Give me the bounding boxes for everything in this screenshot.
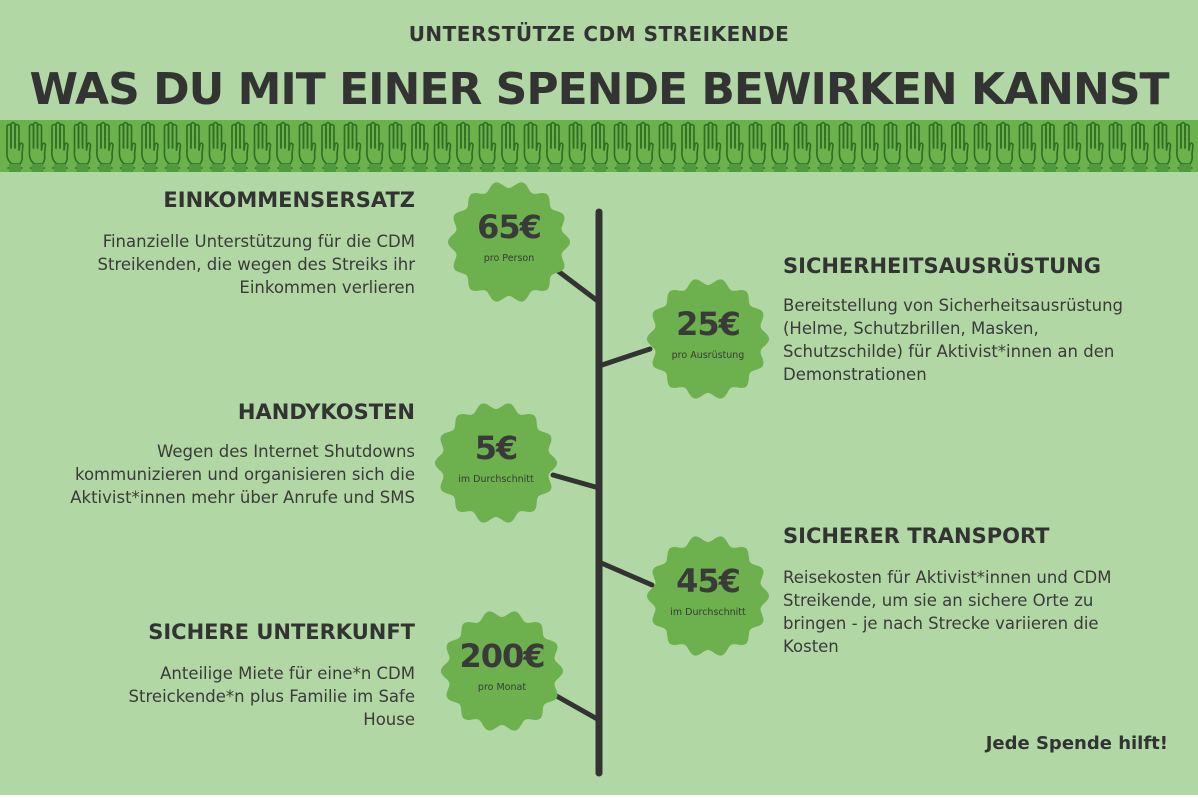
- section-heading-sichere-unterkunft: SICHERE UNTERKUNFT: [148, 620, 415, 644]
- hand-icon: [186, 121, 204, 172]
- hand-icon: [636, 121, 654, 172]
- badge-unit: im Durchschnitt: [458, 474, 534, 485]
- hand-icon: [456, 121, 474, 172]
- price-badge-handykosten: 5€ im Durchschnitt: [434, 401, 558, 525]
- badge-unit: pro Monat: [477, 682, 527, 693]
- hand-icon: [231, 121, 249, 172]
- section-text-sicherheitsausruestung: Bereitstellung von Sicherheitsausrüstung…: [783, 296, 1124, 384]
- hand-icon: [411, 121, 429, 172]
- price-badge-sicherheitsausruestung: 25€ pro Ausrüstung: [646, 277, 770, 401]
- hand-icon: [253, 121, 272, 172]
- section-heading-sicherheitsausruestung: SICHERHEITSAUSRÜSTUNG: [783, 254, 1101, 278]
- hand-icon: [163, 121, 182, 172]
- badge-amount: 65€: [477, 208, 542, 246]
- hand-icon: [1153, 121, 1172, 172]
- hand-icon: [208, 121, 227, 172]
- section-text-handykosten: Wegen des Internet Shutdowns kommunizier…: [70, 442, 415, 507]
- hand-icon: [501, 121, 519, 172]
- badge-shape: [647, 536, 769, 656]
- badge-amount: 25€: [676, 305, 741, 343]
- hand-icon: [883, 121, 902, 172]
- hand-icon: [141, 121, 159, 172]
- section-heading-einkommensersatz: EINKOMMENSERSATZ: [163, 188, 415, 212]
- badge-amount: 5€: [474, 429, 519, 467]
- badge-shape: [647, 279, 769, 399]
- hand-icon: [388, 121, 407, 172]
- price-badge-sichere-unterkunft: 200€ pro Monat: [440, 609, 564, 733]
- badge-amount: 45€: [676, 562, 741, 600]
- section-text-sichere-unterkunft: Anteilige Miete für eine*n CDM Streicken…: [128, 664, 415, 729]
- hand-icon: [816, 121, 834, 172]
- hand-icon: [928, 121, 947, 172]
- hand-icon: [973, 121, 992, 172]
- hand-icon: [726, 121, 744, 172]
- hand-icon: [546, 121, 564, 172]
- hand-icon: [1041, 121, 1059, 172]
- price-badge-einkommensersatz: 65€ pro Person: [447, 180, 571, 304]
- badge-amount: 200€: [459, 637, 545, 675]
- timeline-branch: [596, 559, 655, 588]
- hand-icon: [28, 121, 47, 172]
- hand-icon: [366, 121, 384, 172]
- hand-icon: [73, 121, 92, 172]
- timeline-branch: [596, 346, 653, 369]
- hand-icon: [343, 121, 362, 172]
- hand-icon: [321, 121, 339, 172]
- hand-icon: [96, 121, 114, 172]
- hand-icon: [838, 121, 857, 172]
- hand-icon: [613, 121, 632, 172]
- section-heading-handykosten: HANDYKOSTEN: [237, 400, 415, 424]
- timeline-branch: [550, 691, 602, 723]
- badge-shape: [441, 611, 563, 731]
- badge-unit: pro Ausrüstung: [671, 350, 745, 361]
- hand-icon: [1176, 121, 1194, 172]
- hand-icon: [906, 121, 924, 172]
- hand-icon: [793, 121, 812, 172]
- badge-shape: [448, 182, 570, 302]
- hand-icon: [1018, 121, 1037, 172]
- hand-icon: [658, 121, 677, 172]
- hand-icon: [861, 121, 879, 172]
- hand-icon: [1131, 121, 1149, 172]
- hand-icon: [523, 121, 542, 172]
- hand-icon: [996, 121, 1014, 172]
- three-finger-salute-hands-icon: [0, 120, 1198, 172]
- section-text-sicherer-transport: Reisekosten für Aktivist*innen und CDM S…: [783, 568, 1112, 656]
- hand-icon: [118, 121, 137, 172]
- badge-unit: im Durchschnitt: [670, 607, 746, 618]
- hand-icon: [298, 121, 317, 172]
- footer-note: Jede Spende hilft!: [985, 733, 1168, 754]
- hand-icon: [771, 121, 789, 172]
- hand-icon: [51, 121, 69, 172]
- section-heading-sicherer-transport: SICHERER TRANSPORT: [783, 524, 1050, 548]
- price-badge-sicherer-transport: 45€ im Durchschnitt: [646, 534, 770, 658]
- hand-icon: [591, 121, 609, 172]
- hand-icon: [1108, 121, 1127, 172]
- hand-icon: [1086, 121, 1104, 172]
- hand-icon: [478, 121, 497, 172]
- hand-icon: [703, 121, 722, 172]
- hand-icon: [748, 121, 767, 172]
- hand-icon: [681, 121, 699, 172]
- hand-icon: [6, 121, 24, 172]
- timeline-branch: [550, 472, 602, 491]
- poster-title: WAS DU MIT EINER SPENDE BEWIRKEN KANNST: [29, 64, 1169, 115]
- hand-icon: [568, 121, 587, 172]
- hand-icon: [951, 121, 969, 172]
- poster-subtitle: UNTERSTÜTZE CDM STREIKENDE: [408, 22, 790, 46]
- badge-unit: pro Person: [483, 253, 535, 264]
- hand-icon: [433, 121, 452, 172]
- hand-icon: [276, 121, 294, 172]
- hand-icon: [1063, 121, 1082, 172]
- badge-shape: [435, 403, 557, 523]
- section-text-einkommensersatz: Finanzielle Unterstützung für die CDM St…: [97, 232, 415, 297]
